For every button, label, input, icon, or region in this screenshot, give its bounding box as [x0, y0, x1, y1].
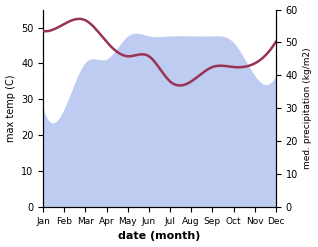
Y-axis label: max temp (C): max temp (C): [5, 75, 16, 142]
Y-axis label: med. precipitation (kg/m2): med. precipitation (kg/m2): [303, 48, 313, 169]
X-axis label: date (month): date (month): [118, 231, 201, 242]
